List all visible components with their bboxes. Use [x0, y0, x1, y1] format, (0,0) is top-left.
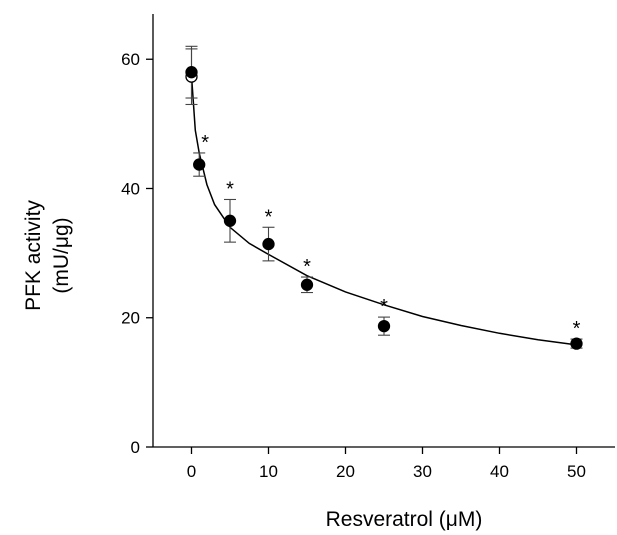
y-tick-label: 0: [131, 438, 140, 457]
significance-star: *: [201, 132, 209, 154]
y-axis-label-line-2: (mU/μg): [50, 217, 73, 293]
significance-markers: * * * * * *: [201, 132, 580, 340]
x-tick-label: 50: [567, 462, 586, 481]
significance-star: *: [380, 296, 388, 318]
data-point: [223, 214, 237, 227]
x-tick-label: 0: [187, 462, 196, 481]
data-point: [570, 337, 583, 350]
x-tick-label: 20: [336, 462, 355, 481]
y-axis-label-line-1: PFK activity: [22, 200, 45, 311]
y-tick-label: 40: [121, 179, 140, 198]
y-tick-label: 60: [121, 50, 140, 69]
x-tick-label: 10: [259, 462, 278, 481]
data-point: [262, 237, 275, 251]
data-point: [300, 278, 314, 291]
x-axis-label: Resveratrol (μM): [326, 508, 483, 531]
data-points: [185, 66, 583, 350]
significance-star: *: [226, 178, 234, 200]
axes: 0 10 20 30 40 50 0 20 40 60: [121, 14, 615, 481]
y-axis-label: PFK activity (mU/μg): [22, 200, 73, 311]
x-tick-label: 30: [413, 462, 432, 481]
data-point: [185, 66, 198, 79]
significance-star: *: [303, 256, 311, 278]
data-point: [193, 158, 206, 171]
data-point: [377, 319, 391, 333]
x-tick-label: 40: [490, 462, 509, 481]
significance-star: *: [265, 206, 273, 228]
y-tick-label: 20: [121, 309, 140, 328]
significance-star: *: [573, 318, 581, 340]
